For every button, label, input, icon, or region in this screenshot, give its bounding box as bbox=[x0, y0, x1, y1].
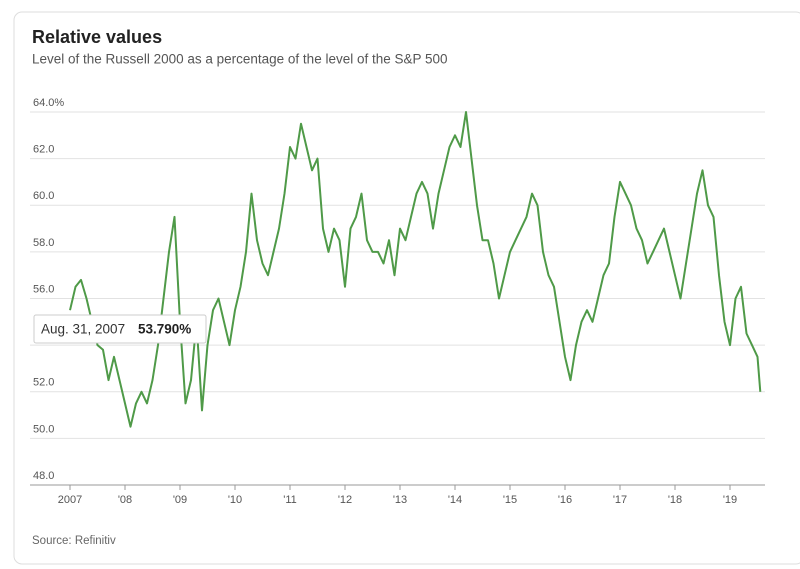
tooltip-box bbox=[33, 314, 207, 344]
x-tick-label: '15 bbox=[503, 494, 517, 506]
y-tick-label: 50.0 bbox=[33, 423, 54, 435]
x-tick-label: 2007 bbox=[58, 494, 82, 506]
chart-subtitle: Level of the Russell 2000 as a percentag… bbox=[32, 52, 448, 67]
y-tick-label: 58.0 bbox=[33, 237, 54, 249]
y-tick-label: 52.0 bbox=[33, 377, 54, 389]
x-tick-label: '19 bbox=[723, 494, 737, 506]
plot: 48.050.052.054.056.058.060.062.064.0%200… bbox=[30, 97, 765, 506]
x-tick-label: '18 bbox=[668, 494, 682, 506]
x-tick-label: '12 bbox=[338, 494, 352, 506]
card bbox=[13, 11, 800, 565]
chart-title: Relative values bbox=[32, 27, 162, 47]
y-tick-label: 56.0 bbox=[33, 283, 54, 295]
x-tick-label: '17 bbox=[613, 494, 627, 506]
y-tick-label: 60.0 bbox=[33, 190, 54, 202]
data-line bbox=[69, 111, 762, 428]
x-tick-label: '09 bbox=[173, 494, 187, 506]
x-tick-label: '14 bbox=[448, 494, 462, 506]
y-tick-label: 64.0% bbox=[33, 97, 64, 109]
x-tick-label: '08 bbox=[118, 494, 132, 506]
x-tick-label: '13 bbox=[393, 494, 407, 506]
y-tick-label: 62.0 bbox=[33, 144, 54, 156]
tooltip-date: Aug. 31, 2007 bbox=[41, 322, 125, 337]
x-tick-label: '10 bbox=[228, 494, 242, 506]
y-tick-label: 48.0 bbox=[33, 470, 54, 482]
tooltip-value: 53.790% bbox=[138, 322, 191, 337]
tooltip: Aug. 31, 2007 53.790% bbox=[33, 314, 207, 344]
source: Source: Refinitiv bbox=[32, 535, 116, 547]
x-tick-label: '16 bbox=[558, 494, 572, 506]
x-tick-label: '11 bbox=[283, 494, 297, 506]
